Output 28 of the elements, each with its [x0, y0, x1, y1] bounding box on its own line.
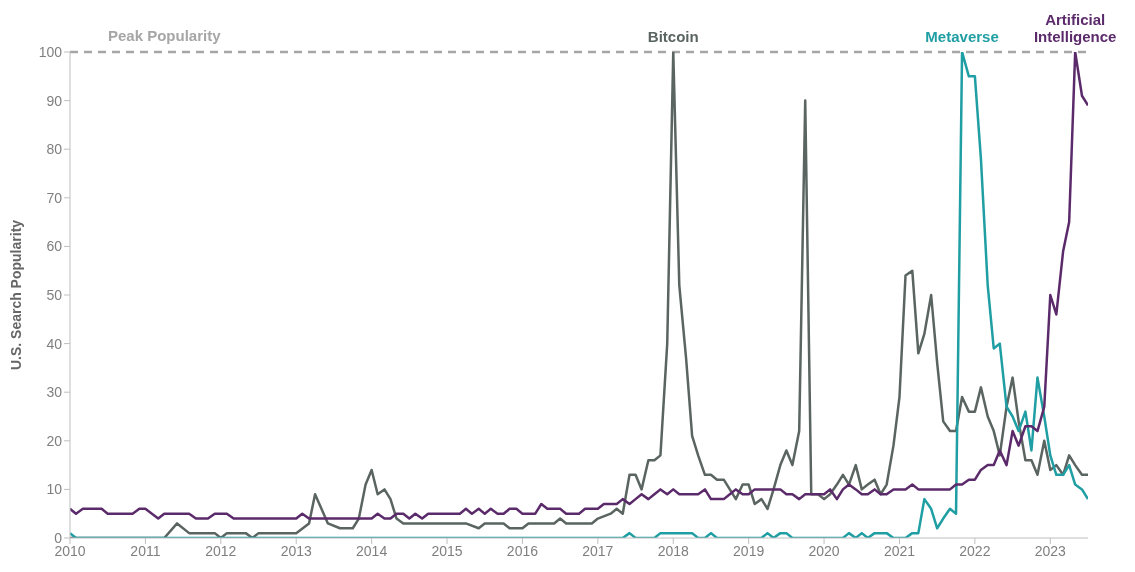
x-tick-label: 2022 — [959, 542, 991, 559]
y-tick-label: 40 — [46, 335, 63, 352]
y-tick-label: 50 — [46, 286, 63, 303]
y-axis-title: U.S. Search Popularity — [7, 219, 24, 371]
x-tick-label: 2013 — [280, 542, 312, 559]
series-label: Bitcoin — [647, 28, 699, 45]
x-tick-label: 2011 — [130, 542, 161, 559]
x-tick-label: 2014 — [356, 542, 388, 559]
y-tick-label: 10 — [46, 481, 63, 498]
y-tick-label: 30 — [46, 384, 63, 401]
x-tick-label: 2016 — [506, 542, 539, 559]
y-tick-label: 90 — [46, 92, 63, 109]
x-tick-label: 2023 — [1034, 542, 1067, 559]
x-tick-label: 2021 — [883, 542, 916, 559]
ref-line-label: Peak Popularity — [108, 26, 222, 44]
y-tick-label: 60 — [46, 238, 63, 255]
y-tick-label: 100 — [38, 43, 63, 60]
x-tick-label: 2019 — [733, 542, 765, 559]
series-label: Artificial Intelligence — [1033, 11, 1117, 45]
x-tick-label: 2015 — [431, 542, 463, 559]
x-tick-label: 2012 — [205, 542, 237, 559]
y-tick-label: 20 — [46, 432, 63, 449]
y-tick-label: 80 — [46, 141, 63, 158]
x-tick-label: 2017 — [582, 542, 614, 559]
y-tick-label: 70 — [46, 189, 63, 206]
x-tick-label: 2018 — [657, 542, 690, 559]
series-label: Metaverse — [925, 28, 999, 45]
x-tick-label: 2020 — [808, 542, 840, 559]
